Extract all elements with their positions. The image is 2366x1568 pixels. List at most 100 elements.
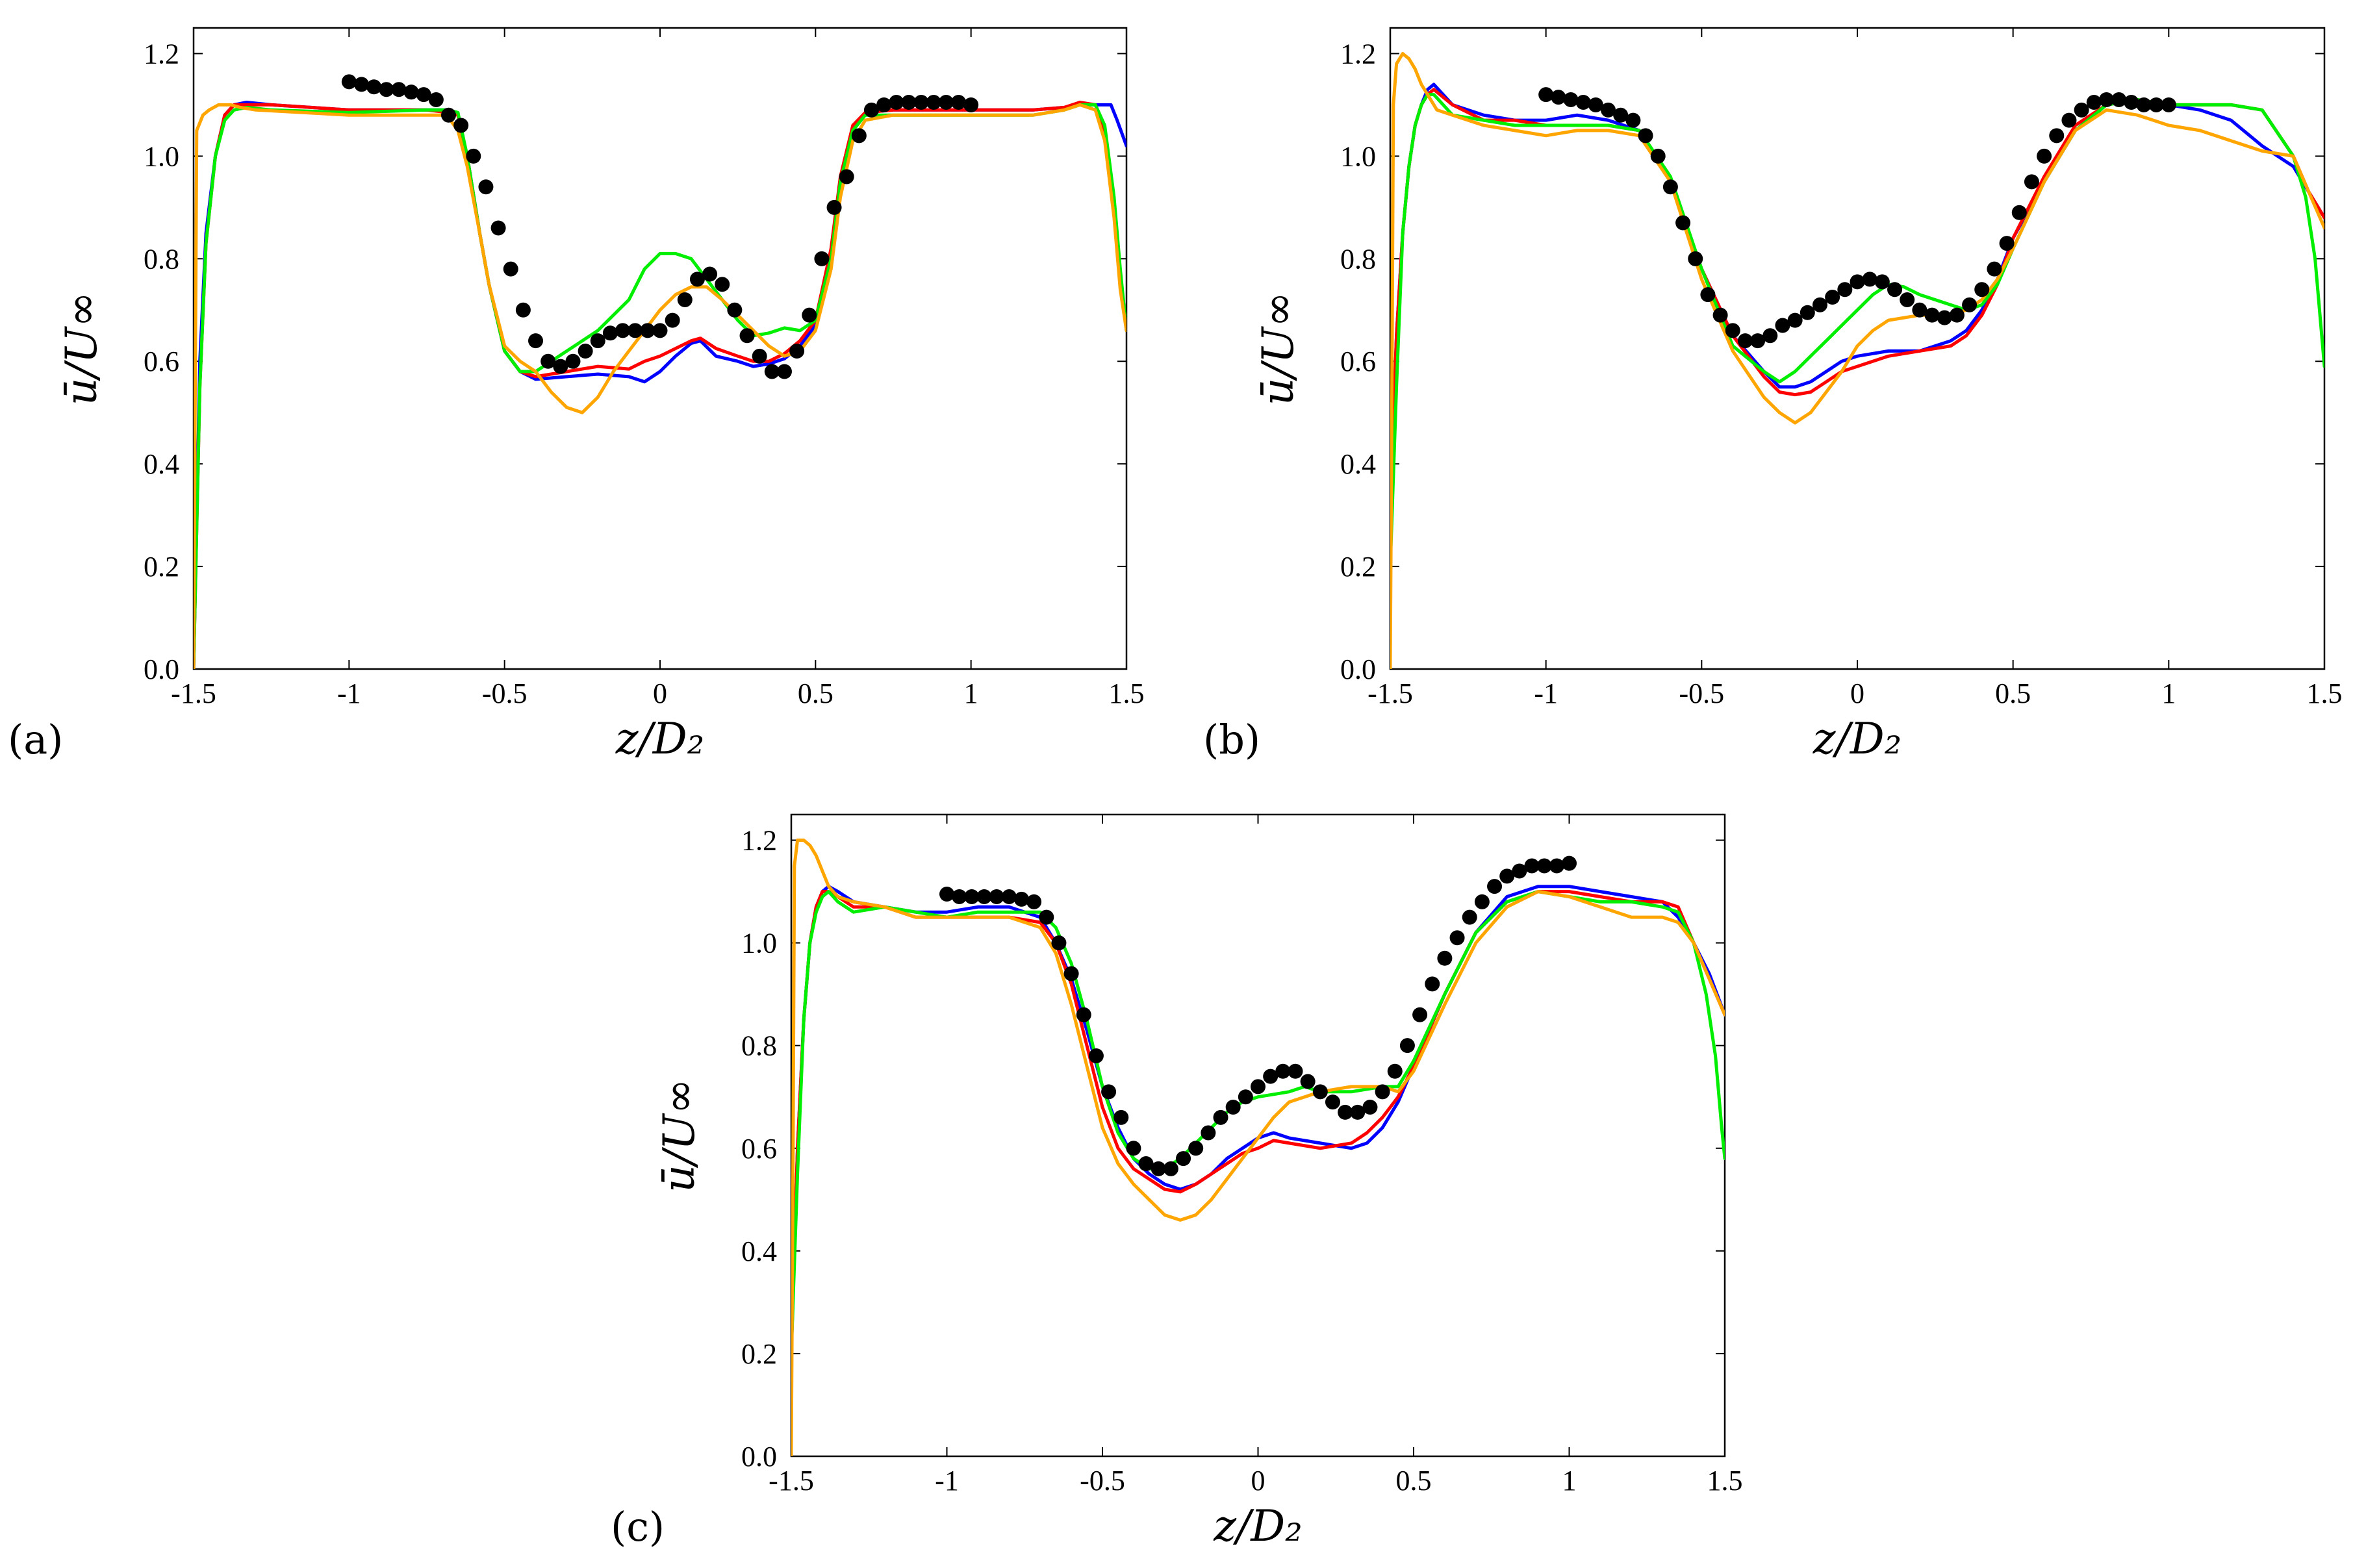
- data-point: [989, 889, 1004, 904]
- y-tick-label: 1.0: [741, 928, 777, 959]
- y-tick-label: 0.8: [741, 1030, 777, 1062]
- data-point: [1001, 889, 1017, 904]
- x-tick-label: -0.5: [1080, 1465, 1125, 1497]
- data-point: [640, 323, 655, 338]
- data-point: [1238, 1089, 1253, 1105]
- data-point: [403, 84, 419, 100]
- x-tick-label: 0: [1850, 677, 1864, 709]
- series-line-green: [194, 103, 1126, 669]
- x-tick-label: -1: [935, 1465, 959, 1497]
- data-point: [1013, 891, 1029, 907]
- series-line-green: [1390, 93, 2324, 568]
- data-point: [2024, 174, 2039, 190]
- y-tick-label: 1.2: [1340, 38, 1376, 70]
- series-line-orange: [1390, 52, 2324, 669]
- data-point: [1924, 307, 1940, 323]
- panel-b: -1.5 -1 -0.5 0 0.5 1 1.5 0.0 0.2 0.4 0.6 0.8 1.0 1.2 z…: [1203, 27, 2343, 764]
- y-tick-label: 0.2: [1340, 551, 1376, 583]
- y-tick-label: 0.0: [1340, 653, 1376, 685]
- data-point: [764, 364, 780, 379]
- data-point: [1912, 302, 1927, 318]
- data-point: [913, 94, 929, 110]
- data-point: [1039, 909, 1054, 925]
- data-point: [814, 251, 830, 266]
- plot-area: [194, 74, 1126, 669]
- data-point: [1837, 282, 1853, 297]
- data-point: [689, 272, 705, 287]
- data-point: [1999, 236, 2015, 251]
- data-point: [1325, 1094, 1340, 1110]
- data-point: [615, 323, 631, 338]
- data-point: [1688, 251, 1703, 266]
- y-tick-label: 1.2: [741, 825, 777, 857]
- data-point: [379, 82, 394, 97]
- data-point: [739, 328, 755, 344]
- data-point: [503, 261, 518, 277]
- y-tick-label: 0.8: [1340, 243, 1376, 275]
- data-point: [1088, 1048, 1104, 1063]
- data-point: [1051, 935, 1067, 951]
- data-point: [1487, 879, 1503, 894]
- data-point: [951, 94, 967, 110]
- data-point: [1549, 858, 1564, 874]
- series-line-red: [194, 101, 1126, 669]
- data-point: [1601, 102, 1616, 118]
- data-point: [1251, 1079, 1266, 1094]
- y-axis-label: ū/U∞: [654, 1078, 704, 1192]
- data-point: [677, 292, 693, 307]
- data-point: [863, 102, 879, 118]
- data-point: [1312, 1084, 1328, 1100]
- plot-area: [791, 839, 1725, 1456]
- x-tick-label: 0: [1251, 1465, 1266, 1497]
- plot-area: [1390, 52, 2324, 669]
- data-point: [478, 179, 494, 195]
- data-point: [1387, 1063, 1403, 1079]
- y-tick-label: 0.2: [741, 1338, 777, 1370]
- data-point: [1949, 307, 1965, 323]
- data-point: [490, 220, 506, 236]
- data-point: [952, 889, 967, 904]
- x-tick-label: 1.5: [1707, 1465, 1743, 1497]
- data-point: [541, 353, 556, 369]
- data-point: [1725, 323, 1740, 338]
- data-point: [1825, 290, 1840, 305]
- data-point: [1201, 1125, 1216, 1141]
- data-point: [1812, 297, 1827, 312]
- data-point: [1887, 282, 1903, 297]
- series-line-blue: [791, 885, 1725, 1356]
- series-line-red: [791, 890, 1725, 1356]
- data-point: [964, 889, 980, 904]
- data-point: [353, 77, 369, 92]
- data-point: [1449, 930, 1465, 946]
- data-point: [1987, 261, 2002, 277]
- data-point: [1138, 1156, 1154, 1171]
- data-point: [1462, 909, 1477, 925]
- data-point: [1538, 87, 1554, 103]
- data-point: [1213, 1109, 1228, 1125]
- data-point: [926, 94, 941, 110]
- x-tick-label: -1: [337, 677, 361, 709]
- data-point: [1375, 1084, 1390, 1100]
- data-point: [938, 94, 954, 110]
- data-point: [1300, 1074, 1316, 1089]
- data-point: [1188, 1141, 1204, 1156]
- x-tick-label: 1: [2161, 677, 2176, 709]
- y-tick-label: 0.4: [1340, 448, 1376, 480]
- x-tick-label: 1.5: [2307, 677, 2343, 709]
- x-tick-label: 1: [1562, 1465, 1577, 1497]
- y-axis-label: ū/U∞: [1253, 292, 1303, 405]
- data-point: [715, 277, 730, 292]
- data-point: [1263, 1069, 1278, 1084]
- data-point: [1551, 90, 1566, 105]
- plot-frame: [192, 27, 1128, 670]
- data-point: [1937, 310, 1952, 325]
- panel-label: (b): [1203, 716, 1260, 763]
- data-point: [963, 97, 979, 112]
- data-point: [441, 107, 457, 123]
- data-point: [565, 353, 581, 369]
- y-tick-label: 0.8: [144, 243, 179, 275]
- data-point: [1662, 179, 1678, 195]
- data-point: [889, 94, 904, 110]
- data-point: [1712, 307, 1728, 323]
- data-point: [1399, 1038, 1415, 1054]
